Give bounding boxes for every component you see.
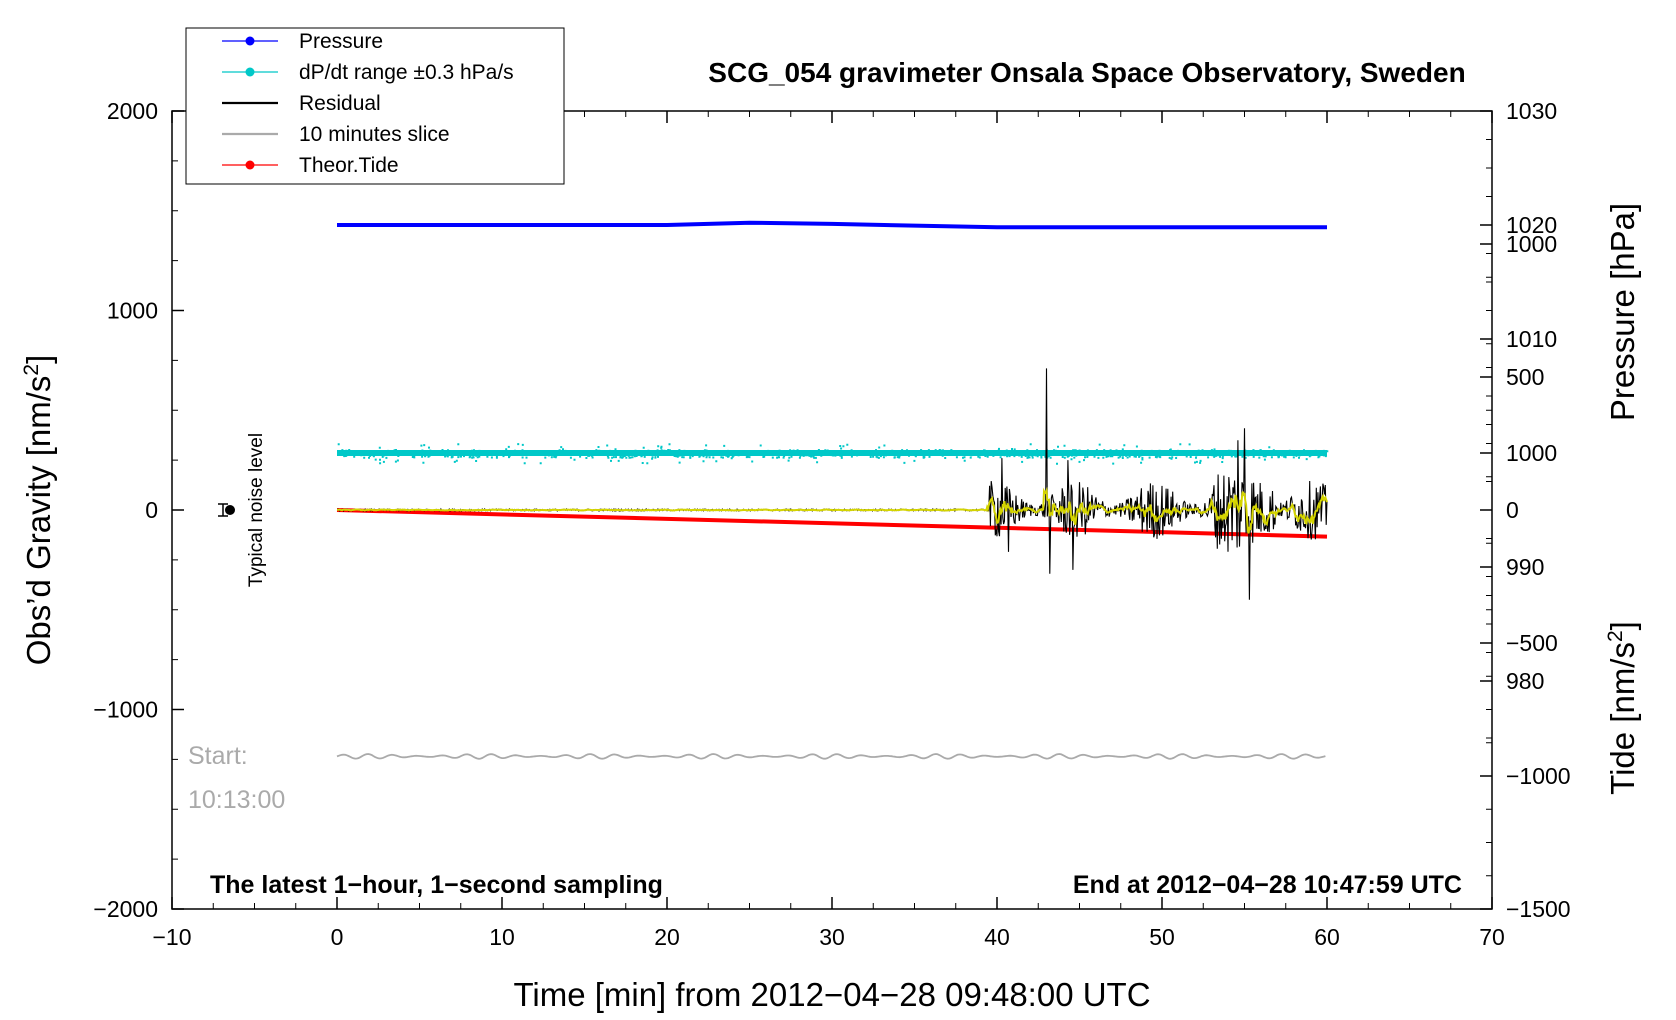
- x-tick-label-7: 60: [1314, 924, 1340, 950]
- x-tick-label-1: 0: [331, 924, 344, 950]
- y-axis-left-title-close: ]: [20, 355, 57, 364]
- pressure-tick-label-3: 1010: [1506, 326, 1557, 352]
- series-pressure: [337, 220, 1327, 230]
- y-axis-left-title-sup: 2: [20, 364, 43, 376]
- pressure-tick-label-5: 1030: [1506, 98, 1557, 124]
- series-group: [336, 220, 1329, 760]
- tide-tick-label-1: −1000: [1506, 763, 1571, 789]
- noise-marker: [225, 505, 235, 515]
- y-axis-left-title: Obs’d Gravity [nm/s2]: [20, 355, 57, 666]
- legend-label-3: 10 minutes slice: [299, 123, 450, 146]
- start-label: Start:: [188, 742, 248, 770]
- end-time-note: End at 2012−04−28 10:47:59 UTC: [1073, 871, 1462, 899]
- legend-label-4: Theor.Tide: [299, 154, 399, 177]
- x-tick-label-8: 70: [1479, 924, 1505, 950]
- pressure-tick-label-0: 980: [1506, 668, 1544, 694]
- x-tick-label-4: 30: [819, 924, 845, 950]
- legend-label-2: Residual: [299, 92, 381, 115]
- y-axis-tide-title-close: ]: [1604, 621, 1641, 630]
- y-axis-left-title-text: Obs’d Gravity [nm/s: [20, 376, 57, 666]
- x-axis: −10 0 10 20 30 40 50 60 70: [152, 111, 1505, 950]
- series-theor-tide: [336, 508, 1328, 539]
- y-axis-pressure: 980 990 1000 1010 1020 1030: [1480, 98, 1557, 739]
- tide-tick-label-0: −1500: [1506, 896, 1571, 922]
- tide-tick-label-2: −500: [1506, 630, 1558, 656]
- y-axis-tide: −1500 −1000 −500 0 500 1000: [1480, 231, 1571, 922]
- y-tick-label-1: −1000: [93, 697, 158, 723]
- pressure-tick-label-4: 1020: [1506, 212, 1557, 238]
- chart-title: SCG_054 gravimeter Onsala Space Observat…: [708, 57, 1465, 88]
- legend-label-1: dP/dt range ±0.3 hPa/s: [299, 61, 514, 84]
- pressure-tick-label-2: 1000: [1506, 440, 1557, 466]
- legend: Pressure dP/dt range ±0.3 hPa/s Residual 10…: [185, 27, 565, 185]
- tide-tick-label-5: 1000: [1506, 231, 1557, 257]
- y-tick-label-2: 0: [145, 497, 158, 523]
- y-axis-tide-title-sup: 2: [1604, 630, 1627, 642]
- x-axis-title: Time [min] from 2012−04−28 09:48:00 UTC: [513, 976, 1150, 1013]
- y-axis-gravity: −2000 −1000 0 1000 2000: [93, 98, 184, 922]
- y-tick-label-3: 1000: [107, 298, 158, 324]
- tide-tick-label-4: 500: [1506, 364, 1544, 390]
- series-10-minutes-slice: [336, 753, 1326, 760]
- y-axis-tide-title-text: Tide [nm/s: [1604, 642, 1641, 795]
- series-dpdt-points: [337, 443, 1329, 465]
- legend-items: Pressure dP/dt range ±0.3 hPa/s Residual 10…: [222, 30, 514, 177]
- start-time: 10:13:00: [188, 786, 285, 814]
- series-residual-filtered: [336, 486, 1328, 534]
- x-tick-label-2: 10: [489, 924, 515, 950]
- legend-marker-1: [245, 67, 255, 77]
- x-tick-label-5: 40: [984, 924, 1010, 950]
- tide-tick-label-3: 0: [1506, 497, 1519, 523]
- y-axis-pressure-title: Pressure [hPa]: [1604, 203, 1641, 421]
- y-tick-label-4: 2000: [107, 98, 158, 124]
- sampling-note: The latest 1−hour, 1−second sampling: [210, 871, 663, 899]
- y-tick-label-0: −2000: [93, 896, 158, 922]
- legend-label-0: Pressure: [299, 30, 383, 53]
- series-residual: [337, 368, 1328, 600]
- pressure-tick-label-1: 990: [1506, 554, 1544, 580]
- x-tick-label-6: 50: [1149, 924, 1175, 950]
- x-tick-label-0: −10: [152, 924, 191, 950]
- noise-label: Typical noise level: [246, 433, 267, 587]
- legend-box: [185, 27, 565, 185]
- legend-marker-0: [245, 36, 255, 46]
- x-tick-label-3: 20: [654, 924, 680, 950]
- legend-marker-4: [245, 160, 255, 170]
- y-axis-tide-title: Tide [nm/s2]: [1604, 621, 1641, 795]
